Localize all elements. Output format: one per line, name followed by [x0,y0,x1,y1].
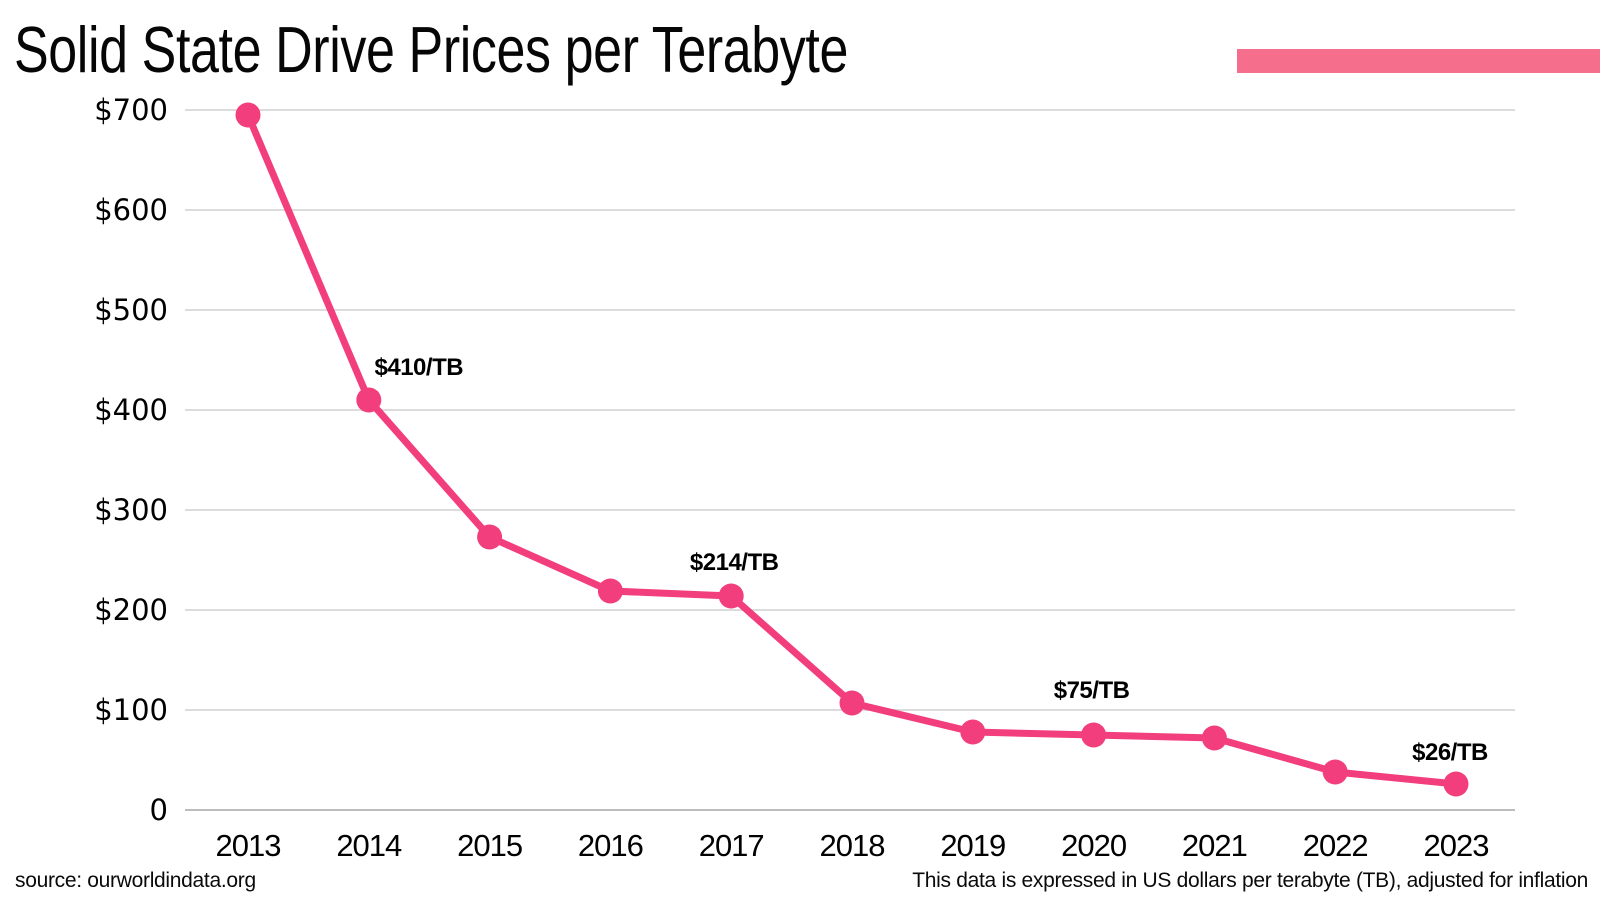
y-tick-label: $700 [94,93,168,127]
data-label-2023: $26/TB [1412,739,1488,766]
x-tick-label: 2020 [1061,828,1127,863]
data-point-2017 [718,583,744,609]
x-tick-label: 2015 [457,828,522,863]
y-tick-label: $100 [94,693,168,727]
data-point-2014 [356,387,382,413]
data-point-2021 [1201,725,1227,751]
x-tick-label: 2022 [1303,828,1368,863]
data-label-2017: $214/TB [690,549,779,576]
data-point-2018 [839,690,865,716]
data-point-2016 [597,578,623,604]
x-tick-label: 2013 [216,828,281,863]
data-point-2020 [1081,722,1107,748]
inflation-note: This data is expressed in US dollars per… [912,869,1588,892]
data-point-2023 [1443,771,1469,797]
y-tick-label: $200 [94,593,168,627]
data-label-2020: $75/TB [1054,677,1130,704]
data-point-2019 [960,719,986,745]
chart-title: Solid State Drive Prices per Terabyte [14,13,848,86]
x-tick-label: 2017 [699,828,764,863]
x-tick-label: 2023 [1424,828,1489,863]
x-tick-label: 2021 [1182,828,1247,863]
y-tick-label: $600 [94,193,168,227]
price-line [244,111,1460,788]
y-tick-label: 0 [150,793,168,827]
accent-bar [1237,49,1600,73]
x-tick-label: 2018 [820,828,885,863]
y-tick-label: $400 [94,393,168,427]
y-tick-label: $300 [94,493,168,527]
data-point-2015 [477,524,503,550]
x-tick-label: 2014 [336,828,402,863]
data-point-2022 [1322,759,1348,785]
data-label-2014: $410/TB [375,354,464,381]
source-note: source: ourworldindata.org [15,869,256,892]
x-tick-label: 2016 [578,828,643,863]
data-point-2013 [235,102,261,128]
x-tick-label: 2019 [940,828,1005,863]
y-tick-label: $500 [94,293,168,327]
